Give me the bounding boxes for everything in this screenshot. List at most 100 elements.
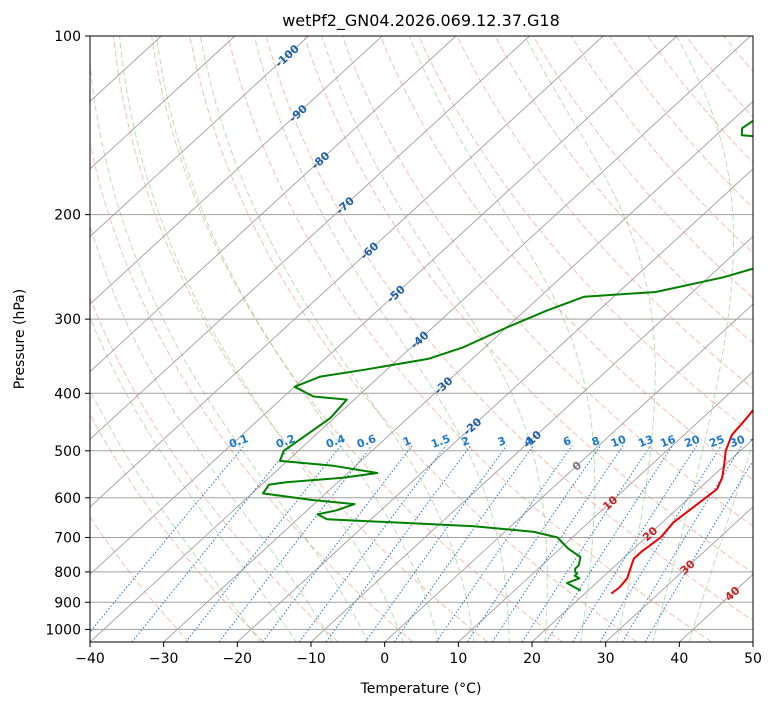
pressure-grid-lines bbox=[90, 36, 753, 630]
temperature-profile-line bbox=[610, 408, 753, 595]
dry-adiabat-line bbox=[90, 296, 339, 642]
y-tick-label: 400 bbox=[54, 386, 81, 402]
dry-adiabat-line bbox=[90, 141, 414, 642]
y-axis-ticks: 100 200 300 400 500 600 700 800 900 1000 bbox=[45, 29, 90, 638]
isotherm-lines bbox=[90, 36, 753, 642]
isotherm-line bbox=[90, 36, 751, 642]
mixing-ratio-line bbox=[393, 445, 534, 642]
isotherm-line bbox=[310, 235, 753, 642]
x-tick-label: 40 bbox=[670, 651, 688, 667]
chart-title: wetPf2_GN04.2026.069.12.37.G18 bbox=[282, 11, 560, 31]
x-axis-ticks: −40 −30 −20 −10 0 10 20 30 40 50 bbox=[75, 642, 762, 667]
mixing-ratio-label: 16 bbox=[659, 433, 678, 451]
x-tick-label: −40 bbox=[75, 651, 105, 667]
isotherm-line bbox=[458, 371, 753, 642]
dry-adiabat-lines bbox=[90, 36, 753, 642]
dry-adiabat-line bbox=[90, 413, 264, 642]
y-tick-label: 1000 bbox=[45, 622, 81, 638]
mixing-ratio-label: 3 bbox=[496, 434, 508, 449]
mixing-ratio-line bbox=[131, 445, 292, 642]
mixing-ratio-line bbox=[90, 445, 245, 633]
moist-adiabat-line bbox=[321, 36, 548, 642]
x-tick-label: 30 bbox=[597, 651, 615, 667]
isotherm-line bbox=[531, 438, 753, 642]
x-tick-label: −10 bbox=[296, 651, 326, 667]
isotherm-line bbox=[605, 506, 753, 642]
moist-adiabat-line bbox=[652, 36, 734, 642]
mixing-ratio-label: 6 bbox=[561, 434, 573, 449]
isotherm-line bbox=[90, 36, 309, 238]
mixing-ratio-label: 13 bbox=[636, 433, 655, 450]
moist-adiabat-line bbox=[408, 36, 596, 642]
isotherm-line bbox=[384, 303, 753, 642]
x-axis-label: Temperature (°C) bbox=[360, 681, 482, 697]
x-tick-label: −20 bbox=[223, 651, 253, 667]
moist-adiabat-line bbox=[90, 316, 297, 642]
y-tick-label: 700 bbox=[54, 531, 81, 547]
y-tick-label: 300 bbox=[54, 312, 81, 328]
mixing-ratio-label: 30 bbox=[728, 433, 747, 451]
mixing-ratio-label: 1 bbox=[401, 434, 413, 449]
mixing-ratio-label: 0.1 bbox=[227, 432, 250, 451]
mixing-ratio-label: 10 bbox=[609, 433, 628, 451]
mixing-ratio-label: 20 bbox=[683, 433, 702, 451]
mixing-ratio-line bbox=[185, 445, 342, 642]
mixing-ratio-label: 25 bbox=[707, 433, 726, 450]
moist-adiabat-line bbox=[155, 36, 439, 642]
moist-adiabat-line bbox=[253, 36, 510, 642]
moist-adiabat-line bbox=[90, 58, 369, 642]
mixing-ratio-label: 0.6 bbox=[355, 432, 378, 451]
y-tick-label: 900 bbox=[54, 595, 81, 611]
mixing-ratio-line bbox=[298, 445, 447, 642]
mixing-ratio-line bbox=[435, 445, 573, 642]
x-tick-label: 20 bbox=[523, 651, 541, 667]
isotherm-line bbox=[237, 168, 753, 642]
mixing-ratio-label: 1.5 bbox=[429, 432, 452, 451]
moist-adiabat-line bbox=[199, 36, 475, 642]
x-tick-label: 0 bbox=[380, 651, 389, 667]
dry-adiabat-line bbox=[189, 36, 638, 642]
moist-adiabat-line bbox=[688, 441, 753, 642]
mixing-ratio-line bbox=[644, 460, 753, 642]
mixing-ratio-label: 36 bbox=[749, 433, 768, 451]
dry-adiabat-line bbox=[418, 36, 753, 435]
x-tick-label: −30 bbox=[149, 651, 179, 667]
dry-adiabat-line bbox=[90, 516, 190, 642]
y-tick-label: 500 bbox=[54, 444, 81, 460]
x-tick-label: 10 bbox=[449, 651, 467, 667]
mixing-ratio-line bbox=[491, 445, 624, 642]
isotherm-line bbox=[90, 36, 604, 508]
y-tick-label: 600 bbox=[54, 491, 81, 507]
mixing-ratio-line bbox=[572, 445, 698, 642]
mixing-ratio-line bbox=[325, 445, 472, 642]
y-axis-label: Pressure (hPa) bbox=[12, 289, 28, 389]
y-tick-label: 100 bbox=[54, 29, 81, 45]
isotherm-line bbox=[90, 36, 383, 305]
dry-adiabat-line bbox=[112, 36, 488, 642]
dry-adiabat-line bbox=[456, 36, 753, 389]
mixing-ratio-label: 0.4 bbox=[324, 432, 347, 451]
plot-frame bbox=[89, 35, 754, 643]
x-tick-label: 50 bbox=[744, 651, 762, 667]
dry-adiabat-line bbox=[303, 36, 753, 574]
moist-adiabat-line bbox=[119, 36, 404, 642]
dry-adiabat-line bbox=[341, 36, 753, 527]
isotherm-line bbox=[90, 36, 530, 440]
mixing-ratio-line bbox=[467, 445, 602, 642]
moist-adiabat-lines bbox=[90, 36, 753, 642]
dry-adiabat-line bbox=[151, 36, 563, 642]
mixing-ratio-line bbox=[545, 445, 674, 642]
mixing-ratio-line bbox=[521, 445, 651, 642]
mixing-ratio-label: 2 bbox=[460, 434, 472, 449]
dry-adiabat-line bbox=[227, 36, 712, 642]
dry-adiabat-line bbox=[265, 36, 753, 622]
isotherm-line bbox=[90, 36, 678, 576]
moist-adiabat-line bbox=[90, 389, 261, 642]
moist-adiabat-line bbox=[524, 36, 656, 642]
isotherm-line bbox=[90, 36, 457, 373]
mixing-ratio-label: 4 bbox=[523, 434, 535, 449]
isotherm-line bbox=[90, 36, 236, 170]
mixing-ratio-label: 8 bbox=[590, 434, 602, 449]
mixing-ratio-label: 0.2 bbox=[274, 432, 297, 451]
